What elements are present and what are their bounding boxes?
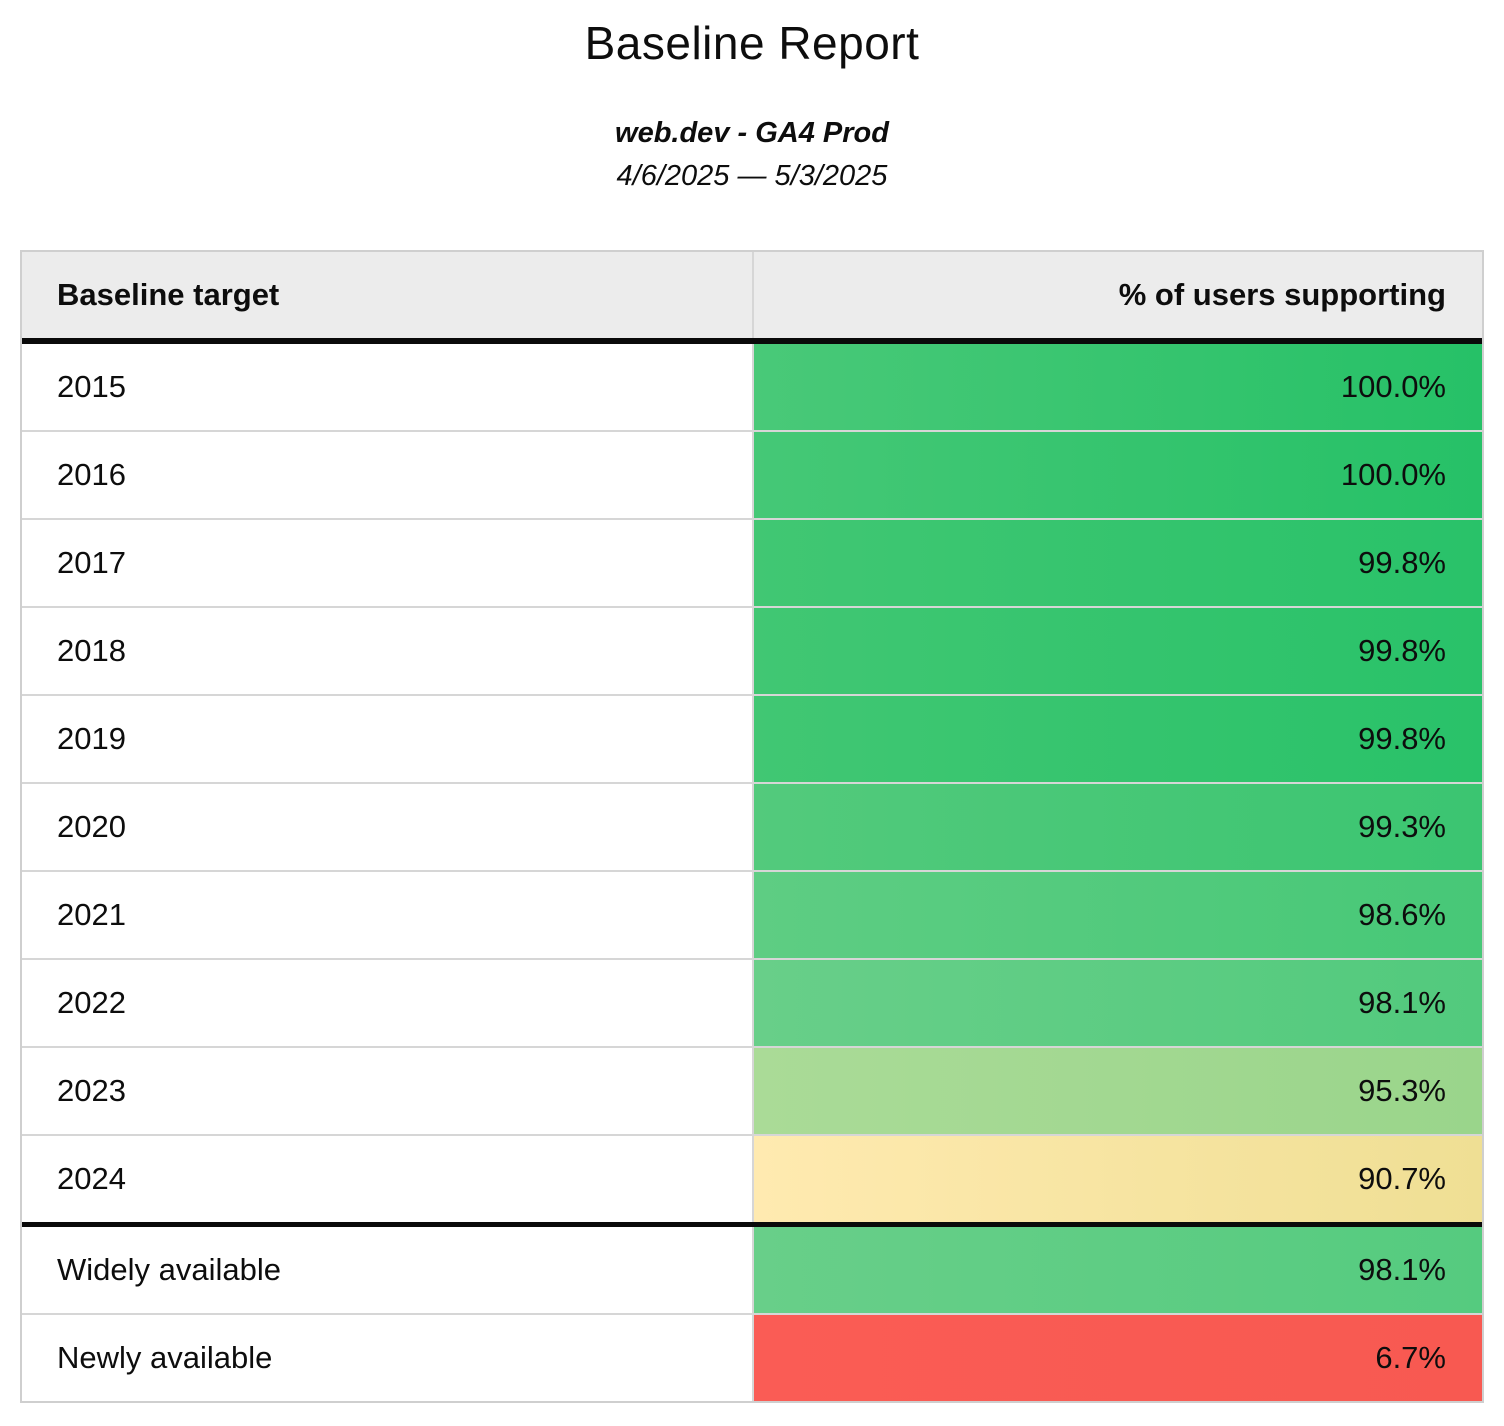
table-row: 2015 100.0% [22, 344, 1482, 430]
percent-cell: 6.7% [752, 1315, 1482, 1401]
table-row: 2018 99.8% [22, 606, 1482, 694]
baseline-table: Baseline target % of users supporting 20… [20, 250, 1484, 1403]
table-row: 2024 90.7% [22, 1134, 1482, 1222]
baseline-target-cell: 2023 [22, 1048, 752, 1134]
baseline-target-cell: Widely available [22, 1227, 752, 1313]
report-date-range: 4/6/2025 — 5/3/2025 [616, 160, 888, 192]
page-title: Baseline Report [584, 17, 920, 69]
baseline-target-cell: 2022 [22, 960, 752, 1046]
table-row: 2022 98.1% [22, 958, 1482, 1046]
baseline-target-cell: 2019 [22, 696, 752, 782]
table-row: 2023 95.3% [22, 1046, 1482, 1134]
table-row: 2019 99.8% [22, 694, 1482, 782]
baseline-target-cell: 2017 [22, 520, 752, 606]
percent-cell: 98.1% [752, 960, 1482, 1046]
table-row: 2021 98.6% [22, 870, 1482, 958]
baseline-target-cell: 2024 [22, 1136, 752, 1222]
report-header: Baseline Report web.dev - GA4 Prod 4/6/2… [0, 16, 1504, 193]
table-body: 2015 100.0% 2016 100.0% 2017 99.8% 2018 … [22, 344, 1482, 1401]
baseline-target-cell: 2020 [22, 784, 752, 870]
percent-cell: 95.3% [752, 1048, 1482, 1134]
table-header-row: Baseline target % of users supporting [22, 252, 1482, 344]
table-row: 2017 99.8% [22, 518, 1482, 606]
baseline-target-cell: 2018 [22, 608, 752, 694]
baseline-target-cell: 2015 [22, 344, 752, 430]
percent-cell: 99.8% [752, 608, 1482, 694]
percent-cell: 99.8% [752, 696, 1482, 782]
percent-cell: 90.7% [752, 1136, 1482, 1222]
percent-cell: 99.8% [752, 520, 1482, 606]
column-header-baseline-target: Baseline target [22, 252, 752, 338]
baseline-target-cell: 2016 [22, 432, 752, 518]
table-row: 2020 99.3% [22, 782, 1482, 870]
report-source: web.dev - GA4 Prod [615, 117, 889, 149]
percent-cell: 100.0% [752, 344, 1482, 430]
percent-cell: 100.0% [752, 432, 1482, 518]
percent-cell: 98.6% [752, 872, 1482, 958]
table-row: Widely available 98.1% [22, 1222, 1482, 1313]
baseline-target-cell: Newly available [22, 1315, 752, 1401]
table-row: Newly available 6.7% [22, 1313, 1482, 1401]
table-row: 2016 100.0% [22, 430, 1482, 518]
percent-cell: 98.1% [752, 1227, 1482, 1313]
column-header-percent-supporting: % of users supporting [752, 252, 1482, 338]
baseline-target-cell: 2021 [22, 872, 752, 958]
percent-cell: 99.3% [752, 784, 1482, 870]
